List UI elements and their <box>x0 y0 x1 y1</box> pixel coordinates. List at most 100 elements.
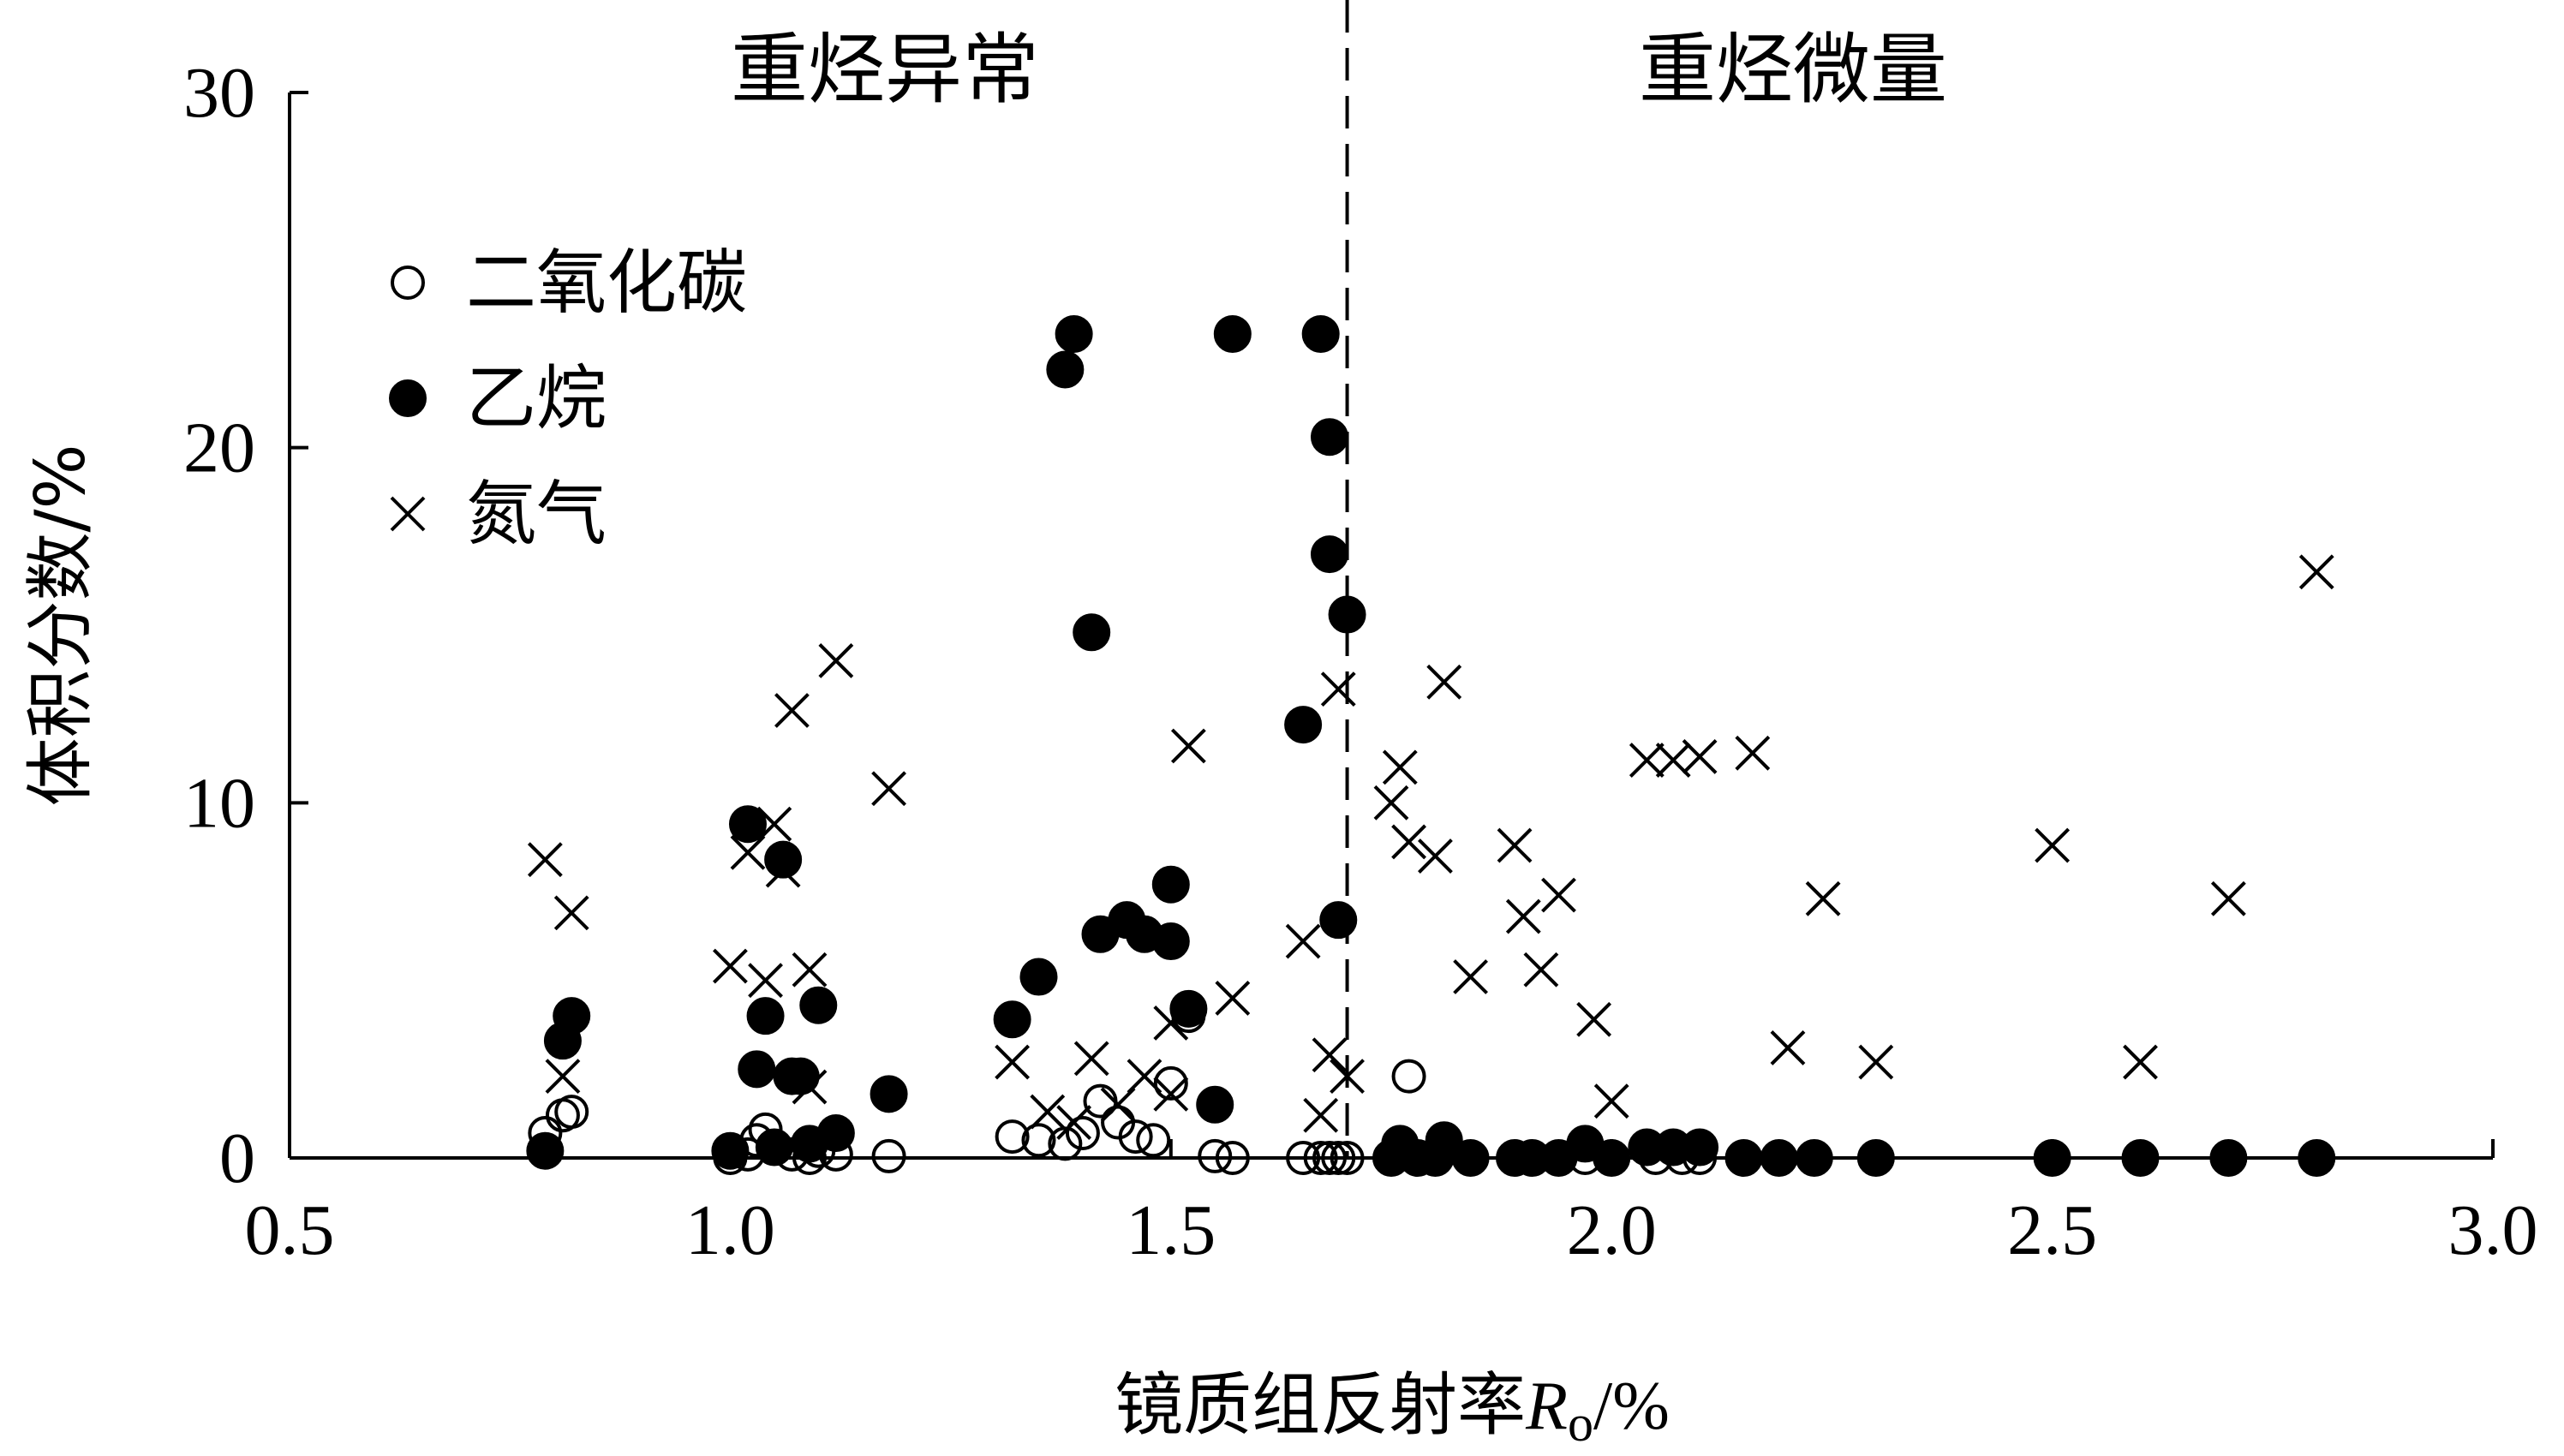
point-x-stroke-b <box>1453 959 1489 994</box>
point-x <box>527 842 563 878</box>
point-x <box>545 1059 581 1095</box>
point-filled-circle <box>799 986 838 1024</box>
point-filled-circle <box>1310 535 1348 574</box>
point-x <box>1497 827 1533 863</box>
point-filled-circle <box>993 1000 1031 1039</box>
point-filled-circle <box>1328 595 1366 634</box>
point-open-circle <box>871 1138 906 1173</box>
point-x-stroke-b <box>1576 1001 1612 1037</box>
point-filled-circle <box>2209 1139 2248 1177</box>
point-open-circle <box>1136 1123 1171 1158</box>
point-x <box>1593 1083 1629 1119</box>
point-filled-circle <box>1151 922 1190 961</box>
y-axis-label: 体积分数/% <box>21 445 100 807</box>
point-filled-circle <box>1196 1085 1234 1124</box>
point-x-stroke-b <box>1373 785 1409 820</box>
point-x-stroke-b <box>1418 838 1453 874</box>
point-filled-circle <box>816 1113 855 1152</box>
point-x-stroke-b <box>1285 923 1321 959</box>
point-filled-circle <box>1425 1121 1463 1160</box>
point-open-circle <box>1021 1123 1056 1158</box>
point-x <box>1382 749 1418 785</box>
point-filled-circle <box>1073 613 1111 652</box>
legend-marker-open-circle <box>391 266 425 300</box>
point-x-stroke-b <box>1382 749 1418 785</box>
legend-label: 二氧化碳 <box>466 242 747 324</box>
point-open-circle <box>1312 1141 1347 1175</box>
point-x <box>1505 898 1541 934</box>
point-filled-circle <box>2121 1139 2160 1177</box>
point-x-stroke-b <box>818 643 854 678</box>
point-x-stroke-b <box>1593 1083 1629 1119</box>
point-x <box>1215 980 1251 1016</box>
point-filled-circle <box>1055 314 1093 353</box>
point-x <box>2035 827 2071 863</box>
point-x <box>1858 1044 1894 1080</box>
point-filled-circle <box>1284 706 1323 744</box>
point-filled-circle <box>1169 989 1208 1028</box>
point-filled-circle <box>746 997 785 1035</box>
point-filled-circle <box>2033 1139 2071 1177</box>
point-x-stroke-b <box>1497 827 1533 863</box>
point-x <box>712 948 748 984</box>
point-x <box>1805 880 1841 916</box>
x-tick-label: 1.5 <box>1126 1190 1216 1270</box>
point-x-stroke-b <box>1858 1044 1894 1080</box>
point-open-circle <box>1083 1083 1118 1119</box>
point-open-circle <box>1118 1119 1153 1155</box>
legend-label: 乙烷 <box>466 358 607 439</box>
point-x <box>1153 1076 1189 1112</box>
point-x <box>1073 1041 1109 1077</box>
point-filled-circle <box>764 840 803 879</box>
point-open-circle <box>1215 1141 1250 1175</box>
point-x <box>1629 743 1665 778</box>
point-x-stroke-b <box>545 1059 581 1095</box>
point-x <box>1373 785 1409 820</box>
point-x-stroke-b <box>1655 743 1691 778</box>
point-x <box>1426 664 1462 700</box>
point-x <box>1312 1037 1348 1073</box>
point-x <box>792 952 828 988</box>
legend-marker-x <box>390 496 426 532</box>
point-filled-circle <box>711 1131 750 1170</box>
point-x <box>1682 739 1718 774</box>
point-x <box>1320 671 1356 707</box>
point-x-stroke-b <box>1073 1041 1109 1077</box>
point-filled-circle <box>728 805 767 844</box>
y-tick-label: 20 <box>183 409 255 488</box>
point-x-stroke-b <box>1320 671 1356 707</box>
point-x <box>730 834 766 870</box>
region-label-right: 重烃微量 <box>1639 25 1947 115</box>
point-x-stroke-b <box>995 1044 1031 1080</box>
x-axis-label-text: 镜质组反射率 <box>1115 1365 1526 1445</box>
point-x <box>1391 824 1426 860</box>
point-x <box>756 806 792 842</box>
point-x-stroke-b <box>1541 877 1576 913</box>
x-axis-label-subscript: o <box>1568 1395 1593 1452</box>
point-open-circle <box>1048 1126 1083 1161</box>
point-x-stroke-b <box>2123 1044 2158 1080</box>
point-filled-circle <box>1593 1139 1631 1177</box>
y-tick-label: 0 <box>219 1119 255 1198</box>
point-x-stroke-b <box>1170 728 1206 764</box>
point-x <box>2298 554 2334 590</box>
point-x <box>1285 923 1321 959</box>
point-open-circle <box>1286 1141 1321 1175</box>
point-x-stroke-b <box>792 952 828 988</box>
point-x-stroke-b <box>1127 1059 1162 1095</box>
point-filled-circle <box>870 1075 908 1113</box>
point-x <box>1576 1001 1612 1037</box>
point-open-circle <box>1321 1141 1356 1175</box>
point-x-stroke-b <box>1391 824 1426 860</box>
point-open-circle <box>1198 1138 1233 1173</box>
point-x <box>2210 880 2246 916</box>
point-open-circle <box>554 1095 589 1130</box>
x-tick-label: 2.5 <box>2007 1190 2097 1270</box>
point-x-stroke-b <box>527 842 563 878</box>
point-x <box>871 771 906 807</box>
point-x <box>995 1044 1031 1080</box>
point-x-stroke-b <box>1805 880 1841 916</box>
point-filled-circle <box>1151 865 1190 904</box>
